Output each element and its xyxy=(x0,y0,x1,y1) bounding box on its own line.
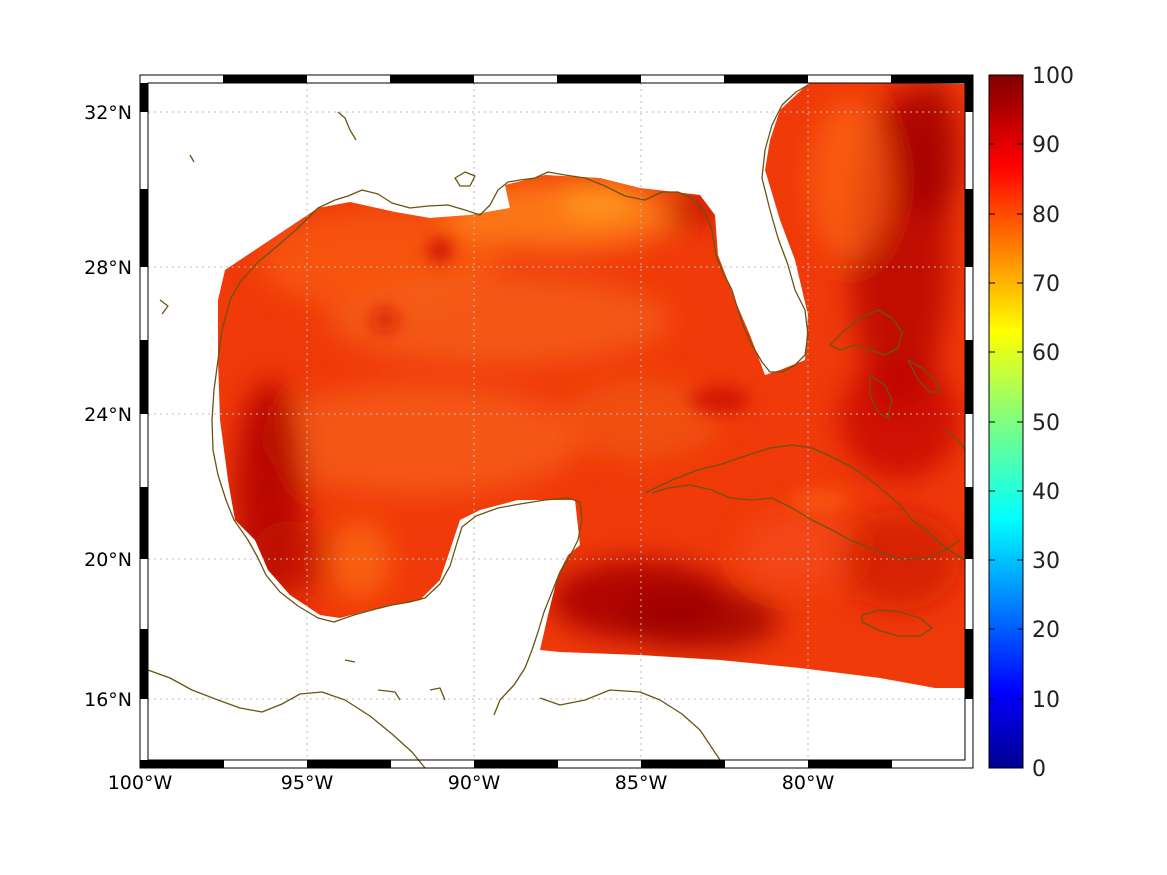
coastlines xyxy=(147,84,966,769)
colorbar-tick-50: 50 xyxy=(1032,411,1060,436)
lon-label-90w: 90°W xyxy=(448,772,501,794)
lat-label-32n: 32°N xyxy=(84,102,132,124)
data-field xyxy=(218,82,965,688)
colorbar-tick-90: 90 xyxy=(1032,133,1060,158)
lat-label-20n: 20°N xyxy=(84,549,132,571)
colorbar-tick-40: 40 xyxy=(1032,480,1060,505)
colorbar-tick-10: 10 xyxy=(1032,688,1060,713)
lat-label-28n: 28°N xyxy=(84,257,132,279)
colorbar-tick-60: 60 xyxy=(1032,341,1060,366)
colorbar-tick-70: 70 xyxy=(1032,272,1060,297)
colorbar: 100 90 80 70 60 50 40 30 20 10 0 xyxy=(988,64,1074,782)
colorbar-tick-0: 0 xyxy=(1032,757,1046,782)
lat-label-24n: 24°N xyxy=(84,404,132,426)
lat-label-16n: 16°N xyxy=(84,689,132,711)
map-frame xyxy=(139,74,974,769)
lon-label-100w: 100°W xyxy=(108,772,173,794)
lon-label-80w: 80°W xyxy=(782,772,835,794)
colorbar-tick-20: 20 xyxy=(1032,618,1060,643)
colorbar-tick-100: 100 xyxy=(1032,64,1074,89)
colorbar-tick-30: 30 xyxy=(1032,549,1060,574)
latitude-labels: 32°N 28°N 24°N 20°N 16°N xyxy=(84,102,132,711)
lon-label-85w: 85°W xyxy=(615,772,668,794)
lon-label-95w: 95°W xyxy=(281,772,334,794)
colorbar-tick-80: 80 xyxy=(1032,203,1060,228)
longitude-labels: 100°W 95°W 90°W 85°W 80°W xyxy=(108,772,835,794)
graticule xyxy=(148,83,965,760)
